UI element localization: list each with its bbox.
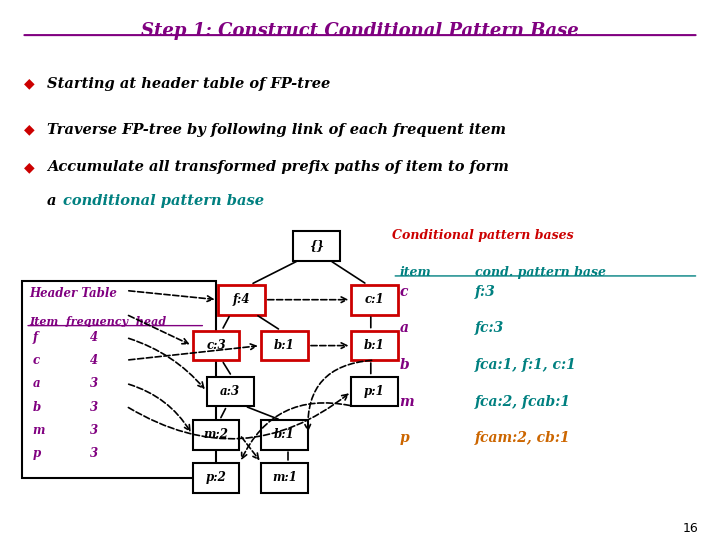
Bar	[351, 330, 397, 361]
Text: 3: 3	[90, 401, 98, 414]
Bar	[192, 463, 239, 492]
Text: ◆: ◆	[24, 77, 34, 91]
Text: m: m	[400, 395, 414, 409]
Text: cond. pattern base: cond. pattern base	[475, 266, 606, 279]
Text: b: b	[400, 358, 410, 372]
Text: a:3: a:3	[220, 385, 240, 398]
Text: f: f	[32, 331, 37, 344]
Text: c:1: c:1	[364, 293, 384, 306]
Bar	[351, 285, 397, 314]
Text: p: p	[400, 431, 410, 446]
Text: a: a	[47, 194, 61, 208]
Text: 16: 16	[683, 522, 698, 535]
Text: b: b	[32, 401, 40, 414]
Text: a: a	[32, 377, 40, 390]
Text: item: item	[400, 266, 431, 279]
Text: p:1: p:1	[364, 385, 384, 398]
Text: c: c	[400, 285, 408, 299]
Text: Starting at header table of FP-tree: Starting at header table of FP-tree	[47, 77, 330, 91]
Text: p:2: p:2	[206, 471, 226, 484]
Text: m: m	[32, 424, 45, 437]
Bar	[192, 330, 239, 361]
Text: ◆: ◆	[24, 123, 34, 137]
Bar	[294, 231, 340, 260]
Text: fca:1, f:1, c:1: fca:1, f:1, c:1	[475, 358, 577, 372]
Text: Item  frequency  head: Item frequency head	[29, 316, 166, 327]
Text: {}: {}	[310, 239, 324, 252]
Text: 3: 3	[90, 377, 98, 390]
Bar	[261, 463, 308, 492]
Text: p: p	[32, 447, 40, 460]
Text: m:2: m:2	[204, 428, 228, 441]
Text: Step 1: Construct Conditional Pattern Base: Step 1: Construct Conditional Pattern Ba…	[141, 22, 579, 39]
Text: Accumulate all transformed prefix paths of item to form: Accumulate all transformed prefix paths …	[47, 160, 508, 174]
Bar	[261, 420, 308, 449]
Bar	[351, 377, 397, 406]
Text: c: c	[32, 354, 40, 367]
Text: 4: 4	[90, 331, 98, 344]
Text: Header Table: Header Table	[29, 287, 117, 300]
Text: b:1: b:1	[364, 339, 384, 352]
Text: fc:3: fc:3	[475, 321, 505, 335]
Bar	[207, 377, 253, 406]
Text: Conditional pattern bases: Conditional pattern bases	[392, 230, 574, 242]
Bar	[192, 420, 239, 449]
Text: fca:2, fcab:1: fca:2, fcab:1	[475, 395, 571, 409]
Text: Traverse FP-tree by following link of each frequent item: Traverse FP-tree by following link of ea…	[47, 123, 505, 137]
Text: 3: 3	[90, 447, 98, 460]
Text: conditional pattern base: conditional pattern base	[63, 194, 264, 208]
Bar	[261, 330, 308, 361]
Text: b:1: b:1	[274, 428, 294, 441]
Text: 3: 3	[90, 424, 98, 437]
Text: m:1: m:1	[272, 471, 297, 484]
Text: b:1: b:1	[274, 339, 294, 352]
Text: f:4: f:4	[233, 293, 250, 306]
Text: ◆: ◆	[24, 160, 34, 174]
Text: 4: 4	[90, 354, 98, 367]
Bar	[217, 285, 265, 314]
Text: a: a	[400, 321, 409, 335]
Text: f:3: f:3	[475, 285, 496, 299]
Bar	[22, 281, 216, 478]
Text: c:3: c:3	[206, 339, 226, 352]
Text: fcam:2, cb:1: fcam:2, cb:1	[475, 431, 571, 446]
